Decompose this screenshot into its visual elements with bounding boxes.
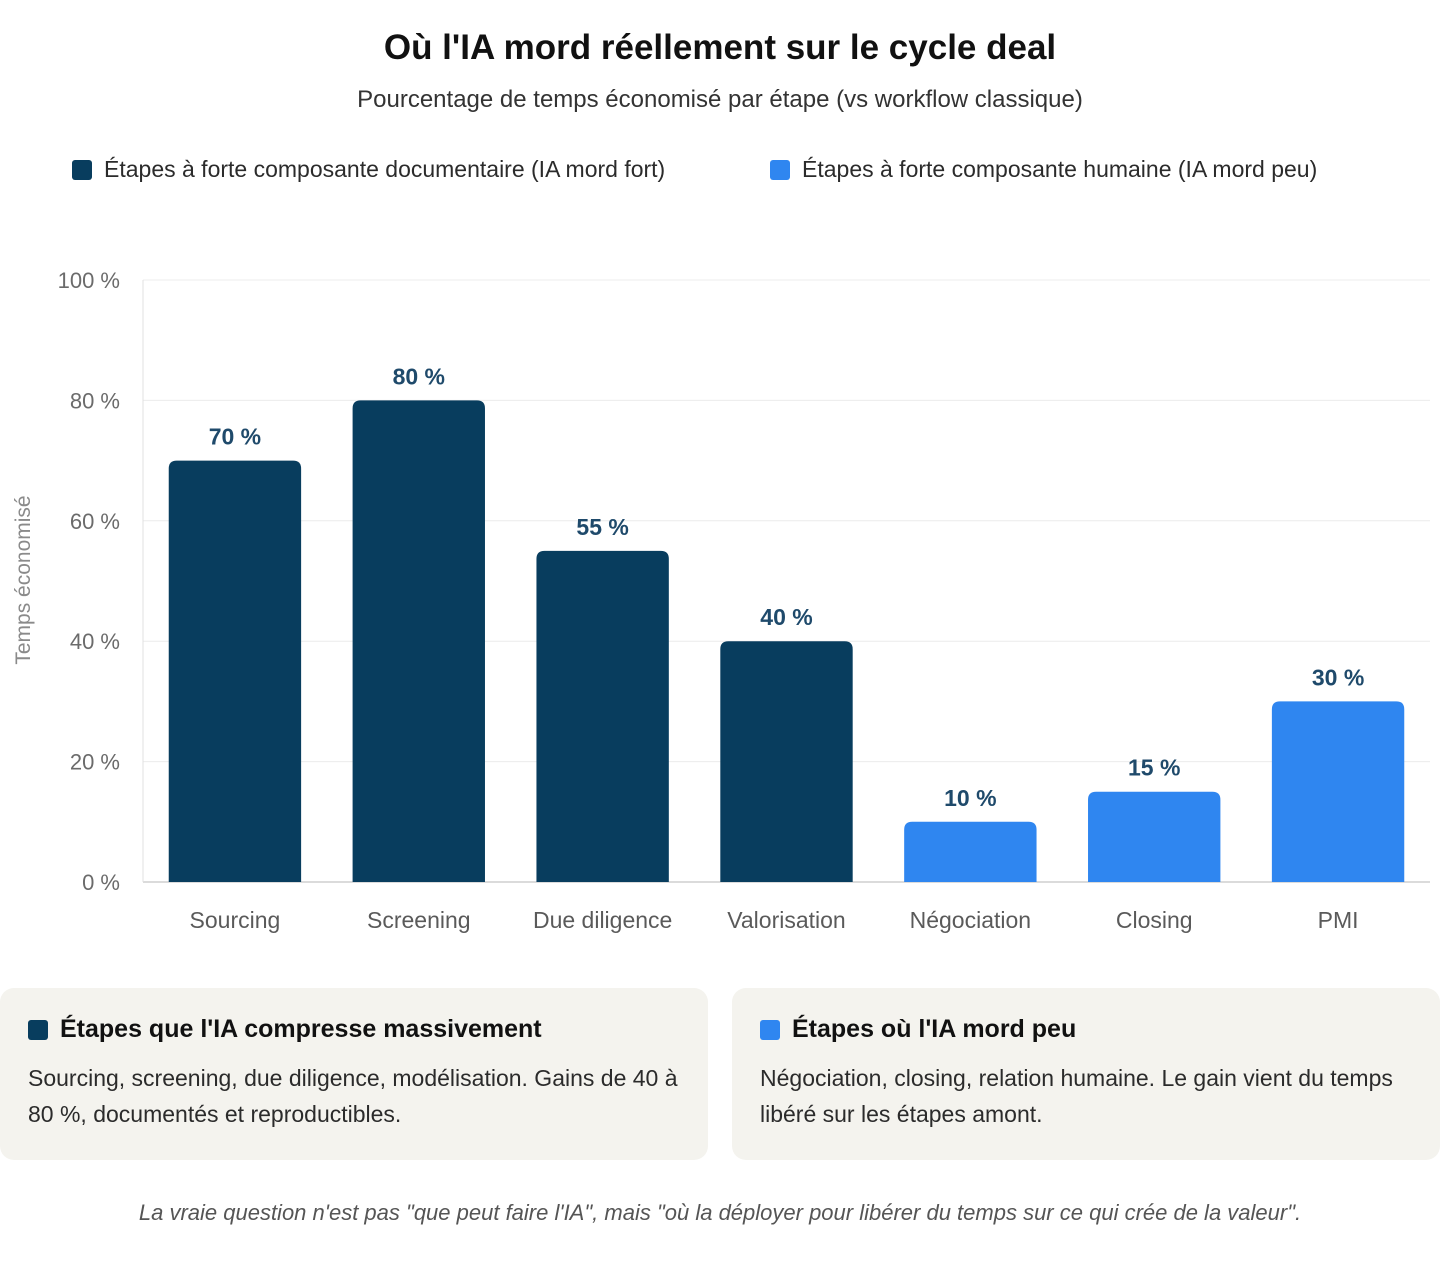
legend-label-documentary: Étapes à forte composante documentaire (… — [104, 156, 666, 182]
x-tick-label: Négociation — [910, 907, 1031, 933]
x-tick-label: PMI — [1318, 907, 1359, 933]
x-tick-label: Sourcing — [190, 907, 281, 933]
y-tick-label: 80 % — [70, 388, 120, 413]
y-tick-label: 100 % — [58, 268, 120, 293]
chart-subtitle: Pourcentage de temps économisé par étape… — [357, 86, 1083, 113]
bar-value-label: 30 % — [1312, 664, 1364, 690]
bar-value-label: 40 % — [760, 604, 812, 630]
legend: Étapes à forte composante documentaire (… — [0, 156, 1440, 192]
card-body-documentary: Sourcing, screening, due diligence, modé… — [28, 1065, 678, 1127]
y-tick-label: 20 % — [70, 750, 120, 775]
bar-n-gociation[interactable] — [904, 821, 1037, 882]
bar-value-label: 70 % — [209, 424, 261, 450]
y-tick-label: 40 % — [70, 629, 120, 654]
bar-pmi[interactable] — [1271, 701, 1405, 882]
legend-swatch-human — [770, 159, 790, 180]
x-tick-label: Closing — [1116, 907, 1193, 933]
bar-value-label: 80 % — [393, 363, 445, 389]
legend-swatch-documentary — [72, 159, 92, 180]
y-tick-label: 60 % — [70, 509, 120, 534]
chart-title: Où l'IA mord réellement sur le cycle dea… — [383, 28, 1057, 67]
bar-value-label: 10 % — [944, 785, 996, 811]
bar-closing[interactable] — [1088, 791, 1221, 882]
bar-due-diligence[interactable] — [536, 550, 669, 882]
x-tick-label: Valorisation — [727, 907, 845, 933]
card-documentary: Étapes que l'IA compresse massivement So… — [0, 988, 708, 1160]
x-tick-label: Screening — [367, 907, 471, 933]
legend-item-human[interactable]: Étapes à forte composante humaine (IA mo… — [770, 156, 1317, 183]
y-axis-label: Temps économisé — [12, 495, 35, 664]
bar-sourcing[interactable] — [168, 460, 302, 882]
footer-note: La vraie question n'est pas "que peut fa… — [138, 1200, 1302, 1225]
bar-screening[interactable] — [352, 400, 485, 882]
bar-value-label: 55 % — [576, 514, 628, 540]
bar-valorisation[interactable] — [720, 641, 853, 882]
bar-value-label: 15 % — [1128, 755, 1180, 781]
card-human: Étapes où l'IA mord peu Négociation, clo… — [732, 988, 1440, 1160]
bar-chart: Temps économisé 0 % 20 % 40 % 60 % 80 % 100 %… — [12, 268, 1430, 933]
x-tick-label: Due diligence — [533, 907, 672, 933]
card-swatch-human — [760, 1020, 780, 1040]
card-title-human: Étapes où l'IA mord peu — [792, 1015, 1077, 1043]
y-tick-label: 0 % — [82, 870, 120, 895]
card-swatch-documentary — [28, 1020, 48, 1040]
card-title-documentary: Étapes que l'IA compresse massivement — [60, 1015, 542, 1043]
legend-item-documentary[interactable]: Étapes à forte composante documentaire (… — [72, 156, 665, 183]
legend-label-human: Étapes à forte composante humaine (IA mo… — [802, 156, 1318, 182]
card-body-human: Négociation, closing, relation humaine. … — [760, 1065, 1393, 1127]
